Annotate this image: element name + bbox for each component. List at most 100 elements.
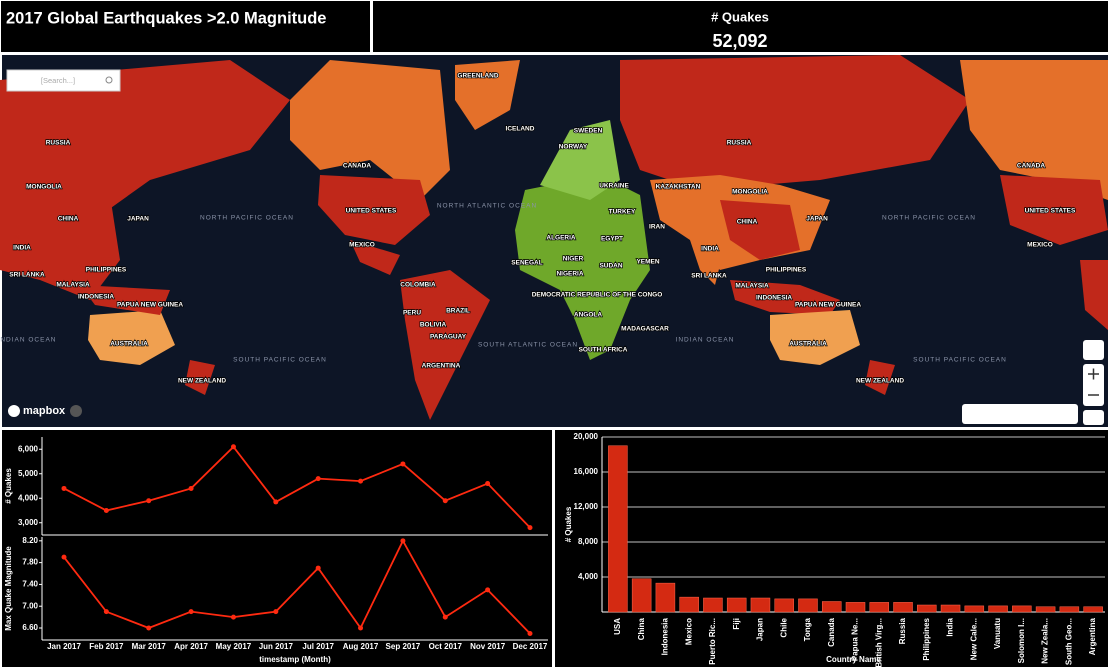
bar bbox=[774, 598, 794, 613]
map-label: PHILIPPINES bbox=[766, 267, 807, 274]
line-panel bbox=[2, 430, 552, 667]
line-point bbox=[527, 630, 533, 636]
reset-north-button[interactable] bbox=[1083, 410, 1104, 425]
x-tick-label: Jan 2017 bbox=[47, 642, 81, 651]
map-label: INDIA bbox=[13, 245, 31, 252]
y-tick-label: 8.20 bbox=[22, 536, 38, 545]
map-label: MALAYSIA bbox=[56, 282, 90, 289]
map-label: ARGENTINA bbox=[422, 363, 461, 370]
search-placeholder: [Search...] bbox=[41, 76, 75, 85]
selection-toolbar[interactable] bbox=[962, 404, 1078, 424]
map-label: IRAN bbox=[649, 224, 665, 231]
y-tick-label: 6.60 bbox=[22, 623, 38, 632]
y-axis-title: Max Quake Magnitude bbox=[4, 546, 13, 631]
map-label: UNITED STATES bbox=[1025, 208, 1076, 215]
map-label: NIGERIA bbox=[556, 271, 583, 278]
bar bbox=[798, 598, 818, 613]
map-label: INDONESIA bbox=[78, 294, 114, 301]
search-icon bbox=[105, 76, 113, 84]
line-point bbox=[188, 609, 194, 615]
map-label: NEW ZEALAND bbox=[178, 378, 226, 385]
bar bbox=[679, 596, 699, 613]
x-tick-label: Fiji bbox=[732, 618, 741, 630]
x-tick-label: India bbox=[946, 617, 955, 636]
map-label: MADAGASCAR bbox=[621, 326, 669, 333]
bar bbox=[988, 605, 1008, 613]
bar bbox=[1083, 606, 1103, 613]
map-label: NORTH PACIFIC OCEAN bbox=[200, 215, 294, 222]
map-label: NIGER bbox=[563, 256, 584, 263]
x-tick-label: Philippines bbox=[922, 617, 931, 660]
map-label: CHINA bbox=[737, 219, 758, 226]
map[interactable]: GREENLAND ICELAND SWEDEN NORWAY RUSSIA RUSSIA… bbox=[0, 55, 1108, 427]
x-tick-label: Sep 2017 bbox=[386, 642, 421, 651]
map-label: MONGOLIA bbox=[26, 184, 62, 191]
line-point bbox=[527, 525, 533, 531]
line-point bbox=[400, 538, 406, 544]
search-box[interactable] bbox=[6, 69, 121, 92]
y-tick-label: 7.00 bbox=[22, 601, 38, 610]
map-label: SOUTH PACIFIC OCEAN bbox=[233, 357, 327, 364]
x-axis-title: Country Name bbox=[826, 655, 881, 664]
x-tick-label: Aug 2017 bbox=[343, 642, 379, 651]
x-tick-label: Oct 2017 bbox=[429, 642, 463, 651]
map-label: BOLIVIA bbox=[420, 322, 447, 329]
y-tick-label: 6,000 bbox=[18, 444, 39, 453]
map-label: NORTH ATLANTIC OCEAN bbox=[437, 203, 537, 210]
x-tick-label: Indonesia bbox=[661, 617, 670, 655]
map-label: SOUTH ATLANTIC OCEAN bbox=[478, 342, 578, 349]
x-tick-label: South Geo... bbox=[1064, 618, 1073, 665]
map-label: PHILIPPINES bbox=[86, 267, 127, 274]
bar bbox=[940, 604, 961, 613]
x-tick-label: Feb 2017 bbox=[89, 642, 124, 651]
line-point bbox=[230, 614, 236, 620]
line-point bbox=[273, 499, 279, 505]
line-point bbox=[230, 444, 236, 450]
map-label: INDIAN OCEAN bbox=[676, 337, 735, 344]
bar bbox=[1012, 605, 1032, 613]
info-button[interactable] bbox=[70, 405, 82, 417]
x-tick-label: Solomon I... bbox=[1017, 618, 1026, 663]
bar bbox=[964, 605, 985, 613]
fullscreen-button[interactable] bbox=[1083, 340, 1104, 360]
bar bbox=[917, 604, 937, 613]
x-tick-label: Jun 2017 bbox=[259, 642, 294, 651]
map-label: COLOMBIA bbox=[400, 282, 436, 289]
x-tick-label: Papua Ne... bbox=[851, 618, 860, 661]
x-tick-label: Mar 2017 bbox=[132, 642, 167, 651]
x-tick-label: Mexico bbox=[684, 618, 693, 645]
title-panel bbox=[1, 1, 370, 52]
y-tick-label: 20,000 bbox=[574, 432, 599, 441]
y-tick-label: 4,000 bbox=[578, 572, 599, 581]
map-label: ALGERIA bbox=[546, 235, 576, 242]
map-label: SWEDEN bbox=[574, 128, 603, 135]
bar bbox=[631, 578, 652, 613]
x-tick-label: USA bbox=[613, 618, 622, 635]
map-label: SUDAN bbox=[599, 263, 622, 270]
x-tick-label: Dec 2017 bbox=[513, 642, 548, 651]
map-label: MEXICO bbox=[349, 242, 375, 249]
map-label: GREENLAND bbox=[457, 73, 498, 80]
line-point bbox=[188, 485, 194, 491]
x-tick-label: Russia bbox=[898, 617, 907, 644]
map-label: SENEGAL bbox=[511, 260, 542, 267]
map-label: UKRAINE bbox=[599, 183, 629, 190]
bar bbox=[703, 597, 723, 613]
line-point bbox=[358, 478, 364, 484]
line bbox=[63, 445, 531, 529]
line-point bbox=[315, 565, 321, 571]
y-tick-label: 3,000 bbox=[18, 518, 39, 527]
map-label: CHINA bbox=[58, 216, 79, 223]
line-point bbox=[61, 554, 67, 560]
map-label: CANADA bbox=[1017, 163, 1045, 170]
x-axis-title: timestamp (Month) bbox=[259, 655, 331, 664]
x-tick-label: Apr 2017 bbox=[174, 642, 208, 651]
line-point bbox=[61, 485, 67, 491]
map-label: PAPUA NEW GUINEA bbox=[795, 302, 861, 309]
bar bbox=[1035, 606, 1056, 613]
map-label: JAPAN bbox=[806, 216, 828, 223]
map-label: MALAYSIA bbox=[735, 283, 769, 290]
line-point bbox=[442, 498, 448, 504]
map-label: EGYPT bbox=[601, 236, 623, 243]
map-label: DEMOCRATIC REPUBLIC OF THE CONGO bbox=[532, 292, 663, 299]
